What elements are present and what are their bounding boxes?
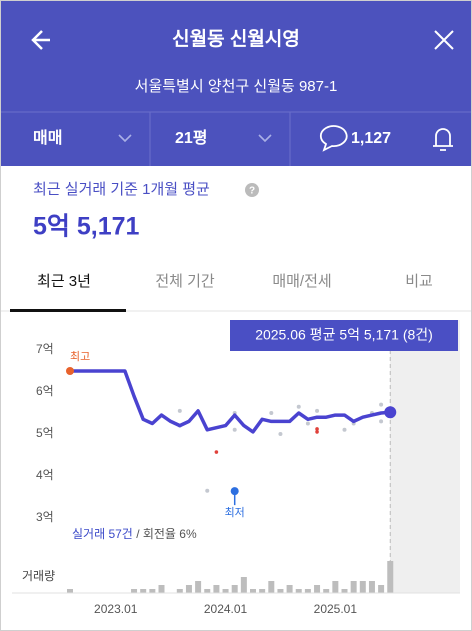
volume-bar (295, 589, 302, 593)
bell-button[interactable] (433, 128, 453, 151)
volume-bar (378, 585, 385, 593)
high-point (66, 367, 74, 375)
chevron (118, 134, 132, 143)
y-tick-label: 3억 (36, 510, 54, 524)
volume-bar (304, 589, 311, 593)
comment-icon (319, 125, 348, 152)
header-bg (1, 1, 471, 166)
tooltip-bg (230, 320, 458, 351)
volume-bar (231, 585, 238, 593)
help-icon-glyph: ? (249, 186, 255, 197)
tab[interactable]: 매매/전세 (272, 273, 331, 290)
deal-dot (214, 450, 219, 454)
volume-bar (332, 581, 339, 593)
x-tick-label: 2025.01 (314, 602, 358, 616)
help-icon[interactable] (245, 183, 259, 197)
deal-dot (296, 404, 301, 409)
active-tab-indicator (10, 309, 126, 312)
chevron (258, 134, 272, 143)
tab[interactable]: 최근 3년 (37, 273, 91, 290)
volume-bar (387, 561, 394, 593)
deal-dot (305, 421, 310, 426)
volume-bar (259, 589, 266, 593)
turnover: / 회전율 6% (136, 527, 197, 541)
volume-bar (222, 589, 229, 593)
volume-bar (185, 585, 192, 593)
tooltip: 2025.06 평균 5억 5,171 (8건) (255, 327, 433, 343)
volume-bar (250, 589, 256, 593)
deal-dot (205, 488, 210, 493)
y-tick-label: 5억 (36, 426, 54, 440)
volume-bar (195, 581, 202, 593)
volume-bar (359, 581, 366, 593)
tab[interactable]: 전체 기간 (155, 273, 215, 290)
deal-dot (379, 419, 384, 424)
deal-dot (315, 427, 319, 431)
volume-bar (323, 589, 330, 593)
volume-bar (213, 585, 220, 593)
volume-bar (277, 589, 284, 593)
volume-bar (286, 585, 293, 593)
deal-dot (342, 427, 347, 432)
comments-button[interactable]: 1,127 (319, 125, 391, 152)
tab[interactable]: 비교 (405, 273, 433, 290)
volume-bar (140, 589, 147, 593)
deal-dot (315, 408, 320, 413)
price-line (70, 369, 391, 434)
size-filter[interactable]: 21평 (175, 129, 272, 147)
x-tick-label: 2024.01 (204, 602, 248, 616)
volume-bar (268, 581, 275, 593)
volume-bar (158, 585, 165, 593)
volume-bar (341, 589, 348, 593)
volume-bar (240, 577, 247, 593)
y-tick-label: 7억 (36, 342, 54, 356)
low-label: 최저 (225, 506, 245, 519)
comment-count: 1,127 (351, 130, 391, 147)
address: 서울특별시 양천구 신월동 987-1 (135, 78, 338, 95)
latest-point (384, 406, 397, 419)
x-tick-label: 2023.01 (94, 602, 138, 616)
deal-dot (315, 430, 319, 434)
volume-bar (67, 589, 73, 593)
y-tick-label: 6억 (36, 384, 54, 398)
close-button[interactable] (434, 30, 454, 50)
deal-dot (269, 411, 274, 415)
deals-summary: 실거래 57건 / 회전율 6% (72, 527, 197, 541)
y-tick-label: 4억 (36, 468, 54, 482)
volume-label: 거래량 (22, 569, 55, 583)
size: 21평 (175, 129, 208, 147)
deal-dot (177, 408, 182, 413)
deal-dot (278, 432, 283, 436)
volume-bar (131, 589, 138, 593)
volume-bar (368, 581, 375, 593)
deal-dot (232, 427, 237, 432)
volume-bar (176, 589, 183, 593)
summary-label: 최근 실거래 기준 1개월 평균 (33, 181, 210, 198)
volume-bar (314, 585, 321, 593)
deal-type: 매매 (33, 129, 62, 147)
deals-count: 실거래 57건 (72, 527, 133, 541)
deal-dot (379, 402, 384, 407)
volume-bar (204, 589, 211, 593)
high-label: 최고 (70, 350, 90, 363)
volume-bar (149, 589, 156, 593)
title: 신월동 신월시영 (172, 28, 300, 50)
forecast-region (390, 320, 460, 593)
summary-value: 5억 5,171 (33, 213, 140, 241)
deal-type-filter[interactable]: 매매 (33, 129, 132, 147)
back-button[interactable] (31, 30, 50, 50)
volume-bar (350, 581, 357, 593)
